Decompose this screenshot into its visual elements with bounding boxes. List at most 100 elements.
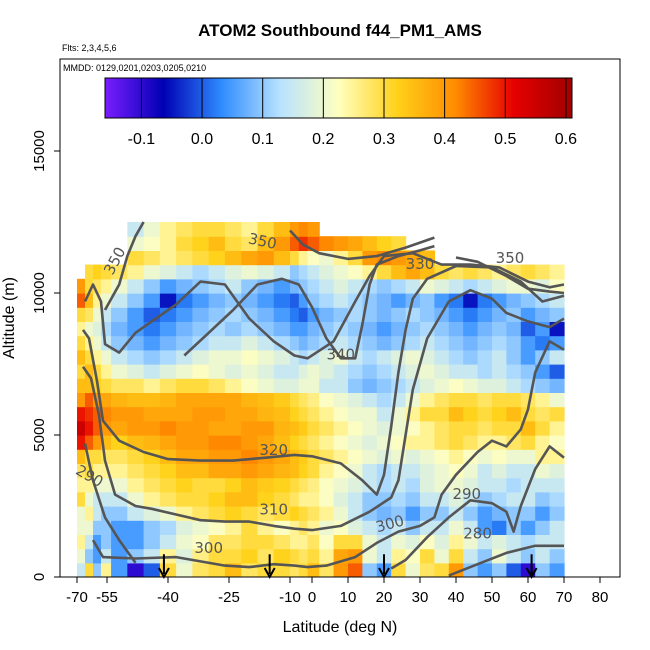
heatmap-cell — [93, 435, 102, 450]
heatmap-cell — [273, 420, 291, 436]
heatmap-cell — [420, 293, 435, 308]
heatmap-cell — [463, 321, 479, 337]
heatmap-cell — [477, 420, 493, 436]
contour-line-280 — [448, 544, 564, 577]
heatmap-cell — [535, 477, 551, 493]
heatmap-cell — [535, 520, 551, 535]
heatmap-cell — [241, 520, 259, 535]
heatmap-cell — [298, 506, 309, 521]
heatmap-cell — [257, 378, 275, 393]
heatmap-cell — [85, 477, 94, 493]
heatmap-cell — [77, 321, 86, 337]
heatmap-cell — [290, 463, 300, 479]
heatmap-cell — [127, 222, 145, 237]
heatmap-cell — [434, 335, 450, 351]
heatmap-cell — [208, 477, 226, 493]
heatmap-cell — [290, 250, 300, 266]
heatmap-cell — [85, 506, 94, 521]
heatmap-cell — [85, 548, 94, 564]
heatmap-cell — [307, 477, 320, 493]
heatmap-cell — [241, 335, 259, 351]
colorbar-tick-label: 0.2 — [312, 131, 334, 148]
heatmap-cell — [333, 491, 349, 507]
heatmap-cell — [208, 491, 226, 507]
heatmap-cell — [492, 349, 507, 365]
flights-annotation: Flts: 2,3,4,5,6 — [62, 43, 117, 53]
heatmap-cell — [477, 520, 493, 535]
heatmap-cell — [298, 463, 309, 479]
x-tick-label: 10 — [340, 589, 357, 606]
heatmap-cell — [376, 392, 392, 408]
heatmap-cell — [77, 477, 86, 493]
heatmap-cell — [127, 392, 145, 408]
heatmap-cell — [85, 293, 94, 308]
heatmap-cell — [159, 463, 177, 479]
heatmap-cell — [448, 534, 464, 550]
heatmap-cell — [143, 335, 161, 351]
heatmap-cell — [273, 491, 291, 507]
heatmap-cell — [492, 307, 507, 322]
heatmap-cell — [535, 562, 551, 577]
heatmap-cell — [376, 264, 392, 280]
heatmap-cell — [376, 520, 392, 535]
heatmap-cell — [463, 463, 479, 479]
heatmap-cell — [420, 534, 435, 550]
heatmap-cell — [492, 562, 507, 577]
heatmap-cell — [77, 307, 86, 322]
heatmap-cell — [257, 477, 275, 493]
heatmap-cell — [273, 548, 291, 564]
x-tick-label: 70 — [556, 589, 573, 606]
heatmap-cell — [93, 406, 102, 422]
heatmap-cell — [241, 463, 259, 479]
heatmap-cell — [111, 548, 128, 564]
heatmap-cell — [77, 506, 86, 521]
heatmap-cell — [333, 293, 349, 308]
heatmap-cell — [273, 264, 291, 280]
heatmap-cell — [492, 278, 507, 294]
heatmap-cell — [333, 278, 349, 294]
heatmap-cell — [319, 406, 335, 422]
heatmap-cell — [111, 449, 128, 464]
heatmap-cell — [535, 307, 551, 322]
heatmap-cell — [549, 406, 565, 422]
heatmap-cell — [159, 491, 177, 507]
heatmap-cell — [93, 449, 102, 464]
heatmap-cell — [506, 449, 522, 464]
heatmap-cell — [77, 293, 86, 308]
heatmap-cell — [506, 378, 522, 393]
heatmap-cell — [492, 491, 507, 507]
heatmap-cell — [176, 406, 193, 422]
heatmap-cell — [434, 278, 450, 294]
heatmap-cell — [127, 264, 145, 280]
heatmap-cell — [192, 477, 210, 493]
heatmap-cell — [348, 378, 363, 393]
heatmap-cell — [111, 321, 128, 337]
heatmap-cell — [101, 520, 112, 535]
heatmap-cell — [319, 364, 335, 379]
heatmap-cell — [376, 420, 392, 436]
heatmap-cell — [405, 463, 421, 479]
heatmap-cell — [477, 449, 493, 464]
heatmap-cell — [506, 534, 522, 550]
heatmap-cell — [420, 477, 435, 493]
contour-line-350 — [455, 256, 565, 295]
heatmap-cell — [492, 378, 507, 393]
heatmap-cell — [273, 250, 291, 266]
heatmap-cell — [298, 250, 309, 266]
heatmap-cell — [290, 534, 300, 550]
heatmap-cell — [391, 491, 407, 507]
heatmap-cell — [463, 449, 479, 464]
heatmap-cell — [290, 264, 300, 280]
heatmap-cell — [208, 349, 226, 365]
heatmap-cell — [348, 477, 363, 493]
heatmap-cell — [492, 463, 507, 479]
heatmap-cell — [405, 420, 421, 436]
heatmap-cell — [143, 406, 161, 422]
heatmap-cell — [101, 392, 112, 408]
heatmap-cell — [362, 378, 378, 393]
heatmap-cell — [85, 349, 94, 365]
heatmap-cell — [477, 477, 493, 493]
heatmap-cell — [257, 392, 275, 408]
heatmap-cell — [176, 335, 193, 351]
heatmap-cell — [391, 264, 407, 280]
